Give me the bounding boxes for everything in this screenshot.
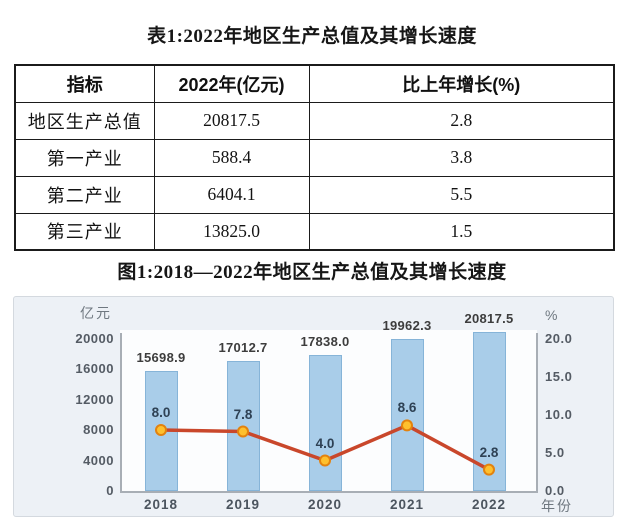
table-title: 表1:2022年地区生产总值及其增长速度 xyxy=(147,26,477,47)
right-axis-tick-label: 5.0 xyxy=(545,444,565,460)
header-indicator: 指标 xyxy=(14,64,155,103)
right-axis-unit-label: % xyxy=(545,307,558,323)
header-value: 2022年(亿元) xyxy=(153,64,310,103)
x-axis-category-label: 2020 xyxy=(307,497,343,512)
bar-value-label: 19962.3 xyxy=(382,317,432,333)
left-axis-tick-label: 12000 xyxy=(75,391,114,407)
bar-value-label: 15698.9 xyxy=(136,350,186,366)
table-header-row: 指标 2022年(亿元) 比上年增长(%) xyxy=(14,64,615,103)
left-axis-tick-label: 16000 xyxy=(75,361,114,376)
left-axis-tick-label: 20000 xyxy=(75,330,114,346)
figure-chart: 亿元 % 年份 0 4000 8000 12000 16000 20000 0.0 5.0 10… xyxy=(13,296,614,517)
table-row: 第二产业 6404.1 5.5 xyxy=(14,175,615,214)
row-growth: 5.5 xyxy=(308,175,615,214)
row-indicator: 第一产业 xyxy=(14,138,155,177)
table-row: 地区生产总值 20817.5 2.8 xyxy=(14,101,615,140)
left-axis-tick-label: 4000 xyxy=(83,452,114,468)
growth-value-label: 8.0 xyxy=(151,405,171,420)
right-axis-tick-label: 20.0 xyxy=(545,330,573,346)
right-axis-tick-label: 0.0 xyxy=(545,483,565,498)
row-value: 20817.5 xyxy=(153,101,310,140)
gdp-bar xyxy=(226,361,260,491)
left-axis-tick-label: 8000 xyxy=(83,422,114,437)
growth-value-label: 7.8 xyxy=(233,406,253,422)
header-growth: 比上年增长(%) xyxy=(308,64,615,103)
bar-value-label: 20817.5 xyxy=(464,311,514,327)
row-growth: 2.8 xyxy=(308,101,615,140)
right-axis-tick-label: 10.0 xyxy=(545,406,573,422)
growth-value-label: 2.8 xyxy=(479,444,499,460)
table-row: 第一产业 588.4 3.8 xyxy=(14,138,615,177)
row-indicator: 第二产业 xyxy=(14,175,155,214)
gdp-bar xyxy=(472,332,506,491)
left-axis-unit-label: 亿元 xyxy=(80,305,112,321)
growth-value-label: 8.6 xyxy=(397,400,417,416)
row-indicator: 地区生产总值 xyxy=(14,101,155,140)
left-axis-line xyxy=(120,333,122,491)
gdp-bar xyxy=(308,354,342,491)
bar-value-label: 17838.0 xyxy=(300,333,350,349)
gdp-bar xyxy=(144,371,178,491)
x-axis-category-label: 2018 xyxy=(143,497,179,512)
x-axis-unit-label: 年份 xyxy=(541,498,573,514)
row-indicator: 第三产业 xyxy=(14,212,155,251)
table-row: 第三产业 13825.0 1.5 xyxy=(14,212,615,251)
bar-value-label: 17012.7 xyxy=(218,340,268,356)
row-value: 6404.1 xyxy=(153,175,310,214)
x-axis-category-label: 2021 xyxy=(389,497,425,512)
row-growth: 1.5 xyxy=(308,212,615,251)
right-axis-tick-label: 15.0 xyxy=(545,368,573,384)
row-growth: 3.8 xyxy=(308,138,615,177)
right-axis-line xyxy=(536,333,538,491)
row-value: 588.4 xyxy=(153,138,310,177)
figure-title: 图1:2018—2022年地区生产总值及其增长速度 xyxy=(117,262,507,283)
x-axis-line xyxy=(120,491,538,493)
growth-value-label: 4.0 xyxy=(315,435,335,451)
row-value: 13825.0 xyxy=(153,212,310,251)
x-axis-category-label: 2019 xyxy=(225,497,261,512)
x-axis-category-label: 2022 xyxy=(471,497,507,512)
left-axis-tick-label: 0 xyxy=(106,483,114,498)
gdp-table: 指标 2022年(亿元) 比上年增长(%) 地区生产总值 20817.5 2.8… xyxy=(14,64,615,251)
